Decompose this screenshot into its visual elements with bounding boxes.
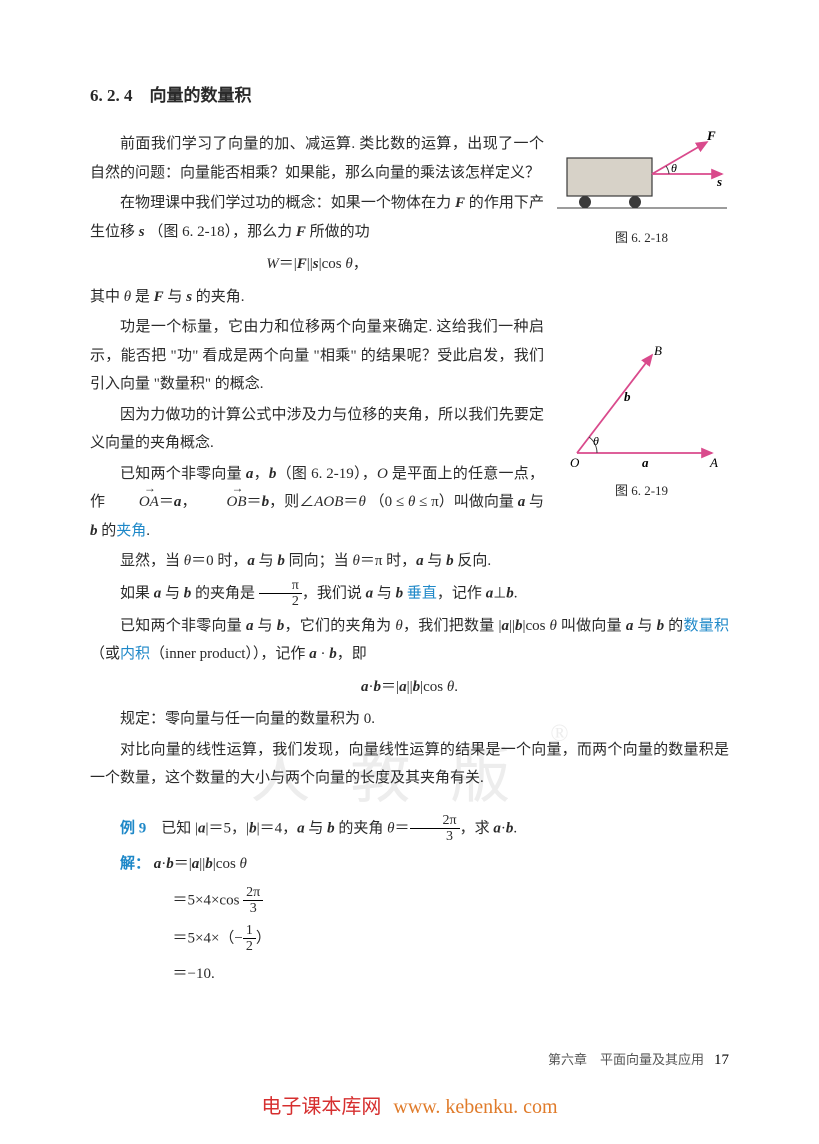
- svg-text:B: B: [654, 343, 662, 358]
- page-footer: 第六章 平面向量及其应用17: [548, 1046, 729, 1075]
- para-6: 已知两个非零向量 a，b（图 6. 2-19），O 是平面上的任意一点，作 OA…: [90, 460, 544, 546]
- para-4: 功是一个标量，它由力和位移两个向量来确定. 这给我们一种启示，能否把 "功" 看…: [90, 313, 544, 399]
- example-9: 例 9 已知 |a|＝5，|b|＝4，a 与 b 的夹角 θ＝2π3，求 a·b…: [90, 813, 729, 845]
- svg-text:θ: θ: [671, 161, 677, 175]
- svg-text:b: b: [624, 389, 631, 404]
- para-2: 在物理课中我们学过功的概念：如果一个物体在力 F 的作用下产生位移 s （图 6…: [90, 189, 544, 246]
- formula-dot: a·b＝|a||b|cos θ.: [90, 673, 729, 702]
- svg-text:θ: θ: [593, 434, 599, 448]
- para-3: 其中 θ 是 F 与 s 的夹角.: [90, 283, 729, 312]
- para-9: 已知两个非零向量 a 与 b，它们的夹角为 θ，我们把数量 |a||b|cos …: [90, 612, 729, 669]
- para-11: 对比向量的线性运算，我们发现，向量线性运算的结果是一个向量，而两个向量的数量积是…: [90, 736, 729, 793]
- svg-text:A: A: [709, 455, 718, 470]
- figure-6-2-19: O A B a b θ: [562, 343, 722, 473]
- svg-text:O: O: [570, 455, 580, 470]
- svg-text:a: a: [642, 455, 649, 470]
- figure-2-caption: 图 6. 2-19: [554, 479, 729, 504]
- figure-6-2-18: F s θ: [557, 130, 727, 220]
- svg-text:s: s: [716, 174, 722, 189]
- solution: 解： a·b＝|a||b|cos θ ＝5×4×cos 2π3 ＝5×4×（−1…: [120, 850, 729, 989]
- para-1: 前面我们学习了向量的加、减运算. 类比数的运算，出现了一个自然的问题：向量能否相…: [90, 130, 544, 187]
- para-7: 显然，当 θ＝0 时，a 与 b 同向；当 θ＝π 时，a 与 b 反向.: [90, 547, 544, 576]
- para-5: 因为力做功的计算公式中涉及力与位移的夹角，所以我们先要定义向量的夹角概念.: [90, 401, 544, 458]
- para-8: 如果 a 与 b 的夹角是 π2，我们说 a 与 b 垂直，记作 a⊥b.: [90, 578, 729, 610]
- figure-1-caption: 图 6. 2-18: [554, 226, 729, 251]
- svg-text:F: F: [706, 130, 716, 143]
- section-heading: 6. 2. 4 向量的数量积: [90, 80, 729, 112]
- formula-work: W＝|F||s|cos θ，: [90, 250, 544, 279]
- para-10: 规定：零向量与任一向量的数量积为 0.: [90, 705, 729, 734]
- site-footer: 电子课本库网www. kebenku. com: [0, 1088, 819, 1126]
